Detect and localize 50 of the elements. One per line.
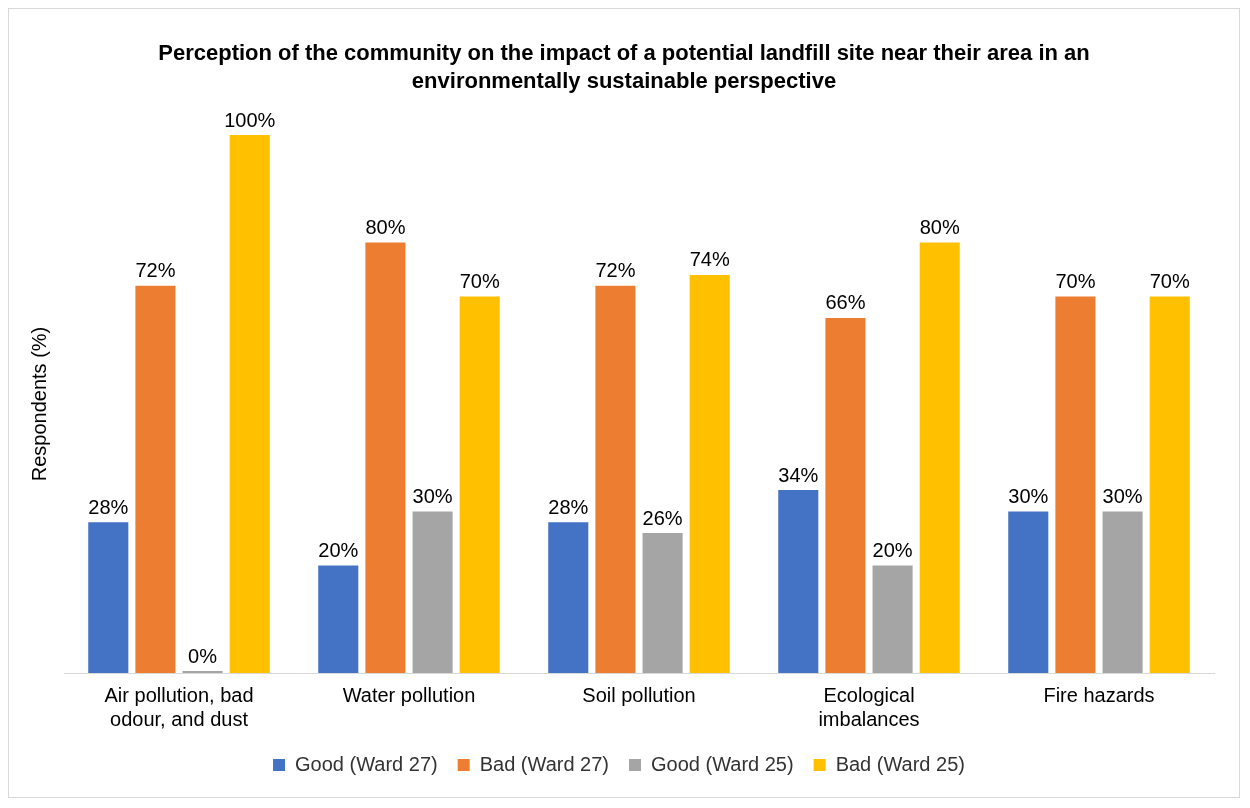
legend-label: Bad (Ward 27): [479, 752, 610, 775]
data-label: 28%: [548, 495, 589, 518]
bar: [1149, 296, 1190, 673]
bar: [229, 135, 270, 673]
data-label: 30%: [1102, 485, 1143, 508]
bar: [642, 533, 683, 673]
x-tick-label: Water pollution: [342, 683, 476, 706]
data-label: 20%: [872, 538, 913, 561]
bar: [919, 242, 960, 673]
bar: [459, 296, 500, 673]
bar: [88, 522, 129, 673]
data-label: 70%: [459, 269, 500, 292]
x-tick-label: Air pollution, bad odour, and dust: [104, 683, 254, 730]
data-label: 34%: [778, 463, 819, 486]
bar: [318, 565, 359, 673]
bar: [412, 511, 453, 673]
bar: [135, 285, 176, 673]
bar: [689, 274, 730, 673]
x-tick-label: Fire hazards: [1043, 683, 1155, 706]
bar: [1102, 511, 1143, 673]
legend-label: Good (Ward 27): [295, 752, 438, 775]
x-tick-label: Ecological imbalances: [818, 683, 920, 730]
data-label: 30%: [1008, 485, 1049, 508]
data-label: 80%: [365, 216, 406, 239]
data-label: 72%: [595, 259, 636, 282]
legend-label: Good (Ward 25): [651, 752, 794, 775]
data-label: 70%: [1149, 269, 1190, 292]
data-label: 28%: [88, 495, 129, 518]
bar: [595, 285, 636, 673]
data-label: 20%: [318, 538, 359, 561]
data-label: 74%: [689, 248, 730, 271]
y-axis-title: Respondents (%): [27, 326, 50, 482]
bar: [872, 565, 913, 673]
data-label: 66%: [825, 291, 866, 314]
bar: [365, 242, 406, 673]
data-label: 70%: [1055, 269, 1096, 292]
bar: [825, 317, 866, 673]
x-tick-label: Soil pollution: [582, 683, 696, 706]
bar: [548, 522, 589, 673]
chart-title: Perception of the community on the impact of a potential landfill site near their area in an environmentally sustainable perspective: [157, 39, 1091, 95]
bar: [778, 490, 819, 673]
data-label: 80%: [919, 216, 960, 239]
bar: [1008, 511, 1049, 673]
data-label: 0%: [188, 644, 218, 667]
legend-label: Bad (Ward 25): [835, 752, 965, 775]
data-label: 30%: [412, 485, 453, 508]
data-label: 72%: [135, 259, 176, 282]
data-label: 26%: [642, 506, 683, 529]
data-label: 100%: [224, 108, 276, 131]
bar: [1055, 296, 1096, 673]
